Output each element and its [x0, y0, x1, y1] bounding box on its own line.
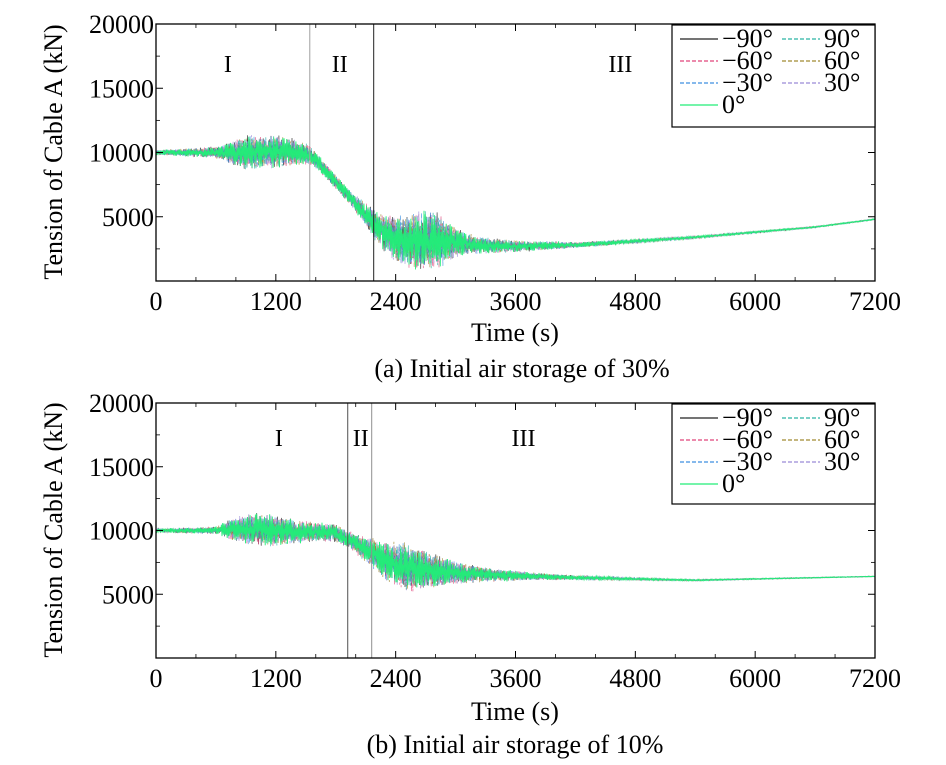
phase-boundaries-a [309, 24, 375, 281]
x-tick-label: 1200 [250, 287, 302, 316]
y-tick-label: 10000 [89, 517, 154, 546]
x-tick-label: 2400 [370, 664, 422, 693]
legend-label: 60° [824, 46, 860, 75]
legend-label: 90° [824, 24, 860, 53]
phase-label: I [224, 52, 232, 78]
legend-label: −90° [722, 403, 773, 432]
phase-label: III [511, 426, 535, 452]
y-tick-label: 10000 [89, 139, 154, 168]
legend-label: −90° [722, 24, 773, 53]
phase-label: II [353, 426, 369, 452]
legend-label: −30° [722, 447, 773, 476]
caption-a: (a) Initial air storage of 30% [374, 354, 669, 383]
legend-label: −30° [722, 68, 773, 97]
legend-b: −90° 90° −60° 60° −30° 30° 0° [671, 403, 876, 505]
y-tick-label: 20000 [89, 389, 154, 418]
x-tick-label: 4800 [609, 287, 661, 316]
series-lines-a [156, 135, 875, 270]
phase-label: II [332, 52, 348, 78]
x-tick-label: 3600 [490, 287, 542, 316]
y-tick-label: 5000 [102, 203, 154, 232]
x-tick-label: 0 [150, 287, 163, 316]
y-axis-label-b: Tension of Cable A (kN) [39, 402, 68, 657]
y-tick-label: 5000 [102, 580, 154, 609]
x-tick-label: 6000 [729, 664, 781, 693]
legend-label: 0° [722, 469, 745, 498]
legend-label: 90° [824, 403, 860, 432]
series-line [156, 513, 875, 588]
chart-panel-a: 0 1200 2400 3600 4800 6000 7200 5000 10000 15000 2… [39, 10, 901, 383]
x-tick-label: 1200 [250, 664, 302, 693]
x-tick-label: 7200 [849, 664, 901, 693]
legend-label: 30° [824, 447, 860, 476]
y-tick-label: 15000 [89, 74, 154, 103]
x-tick-label: 4800 [609, 664, 661, 693]
y-tick-label: 20000 [89, 10, 154, 39]
y-tick-label: 15000 [89, 453, 154, 482]
phase-boundaries-b [347, 403, 373, 658]
legend-box [671, 24, 876, 128]
x-tick-label: 2400 [370, 287, 422, 316]
x-tick-label: 0 [150, 664, 163, 693]
series-lines-b [156, 512, 875, 592]
legend-label: 30° [824, 68, 860, 97]
phase-labels-a: I II III [224, 52, 632, 78]
x-tick-label: 6000 [729, 287, 781, 316]
legend-label: −60° [722, 46, 773, 75]
axis-ticks-b: 0 1200 2400 3600 4800 6000 7200 5000 10000 15000 2… [89, 389, 901, 693]
series-line [156, 136, 875, 270]
y-axis-label-a: Tension of Cable A (kN) [39, 24, 68, 279]
x-tick-label: 7200 [849, 287, 901, 316]
axis-ticks-a: 0 1200 2400 3600 4800 6000 7200 5000 10000 15000 2… [89, 10, 901, 316]
legend-label: −60° [722, 425, 773, 454]
legend-label: 60° [824, 425, 860, 454]
phase-labels-b: I II III [275, 426, 536, 452]
legend-a: −90° 90° −60° 60° −30° 30° 0° [671, 24, 876, 128]
chart-panel-b: 0 1200 2400 3600 4800 6000 7200 5000 10000 15000 2… [39, 389, 901, 759]
x-axis-label-a: Time (s) [471, 318, 559, 347]
x-axis-label-b: Time (s) [471, 697, 559, 726]
legend-label: 0° [722, 90, 745, 119]
phase-label: I [275, 426, 283, 452]
phase-label: III [608, 52, 632, 78]
caption-b: (b) Initial air storage of 10% [367, 730, 664, 759]
x-tick-label: 3600 [490, 664, 542, 693]
legend-box [671, 403, 876, 505]
